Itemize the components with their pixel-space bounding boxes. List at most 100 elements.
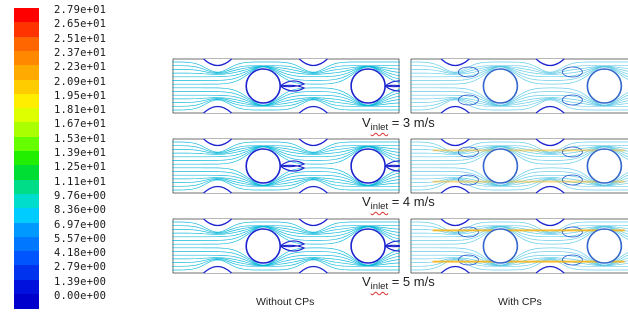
wall-vortex	[561, 226, 583, 238]
wall-bump	[440, 105, 470, 114]
wall-bump	[535, 58, 565, 67]
wake-vortex	[383, 80, 400, 88]
legend-label: 1.81e+01	[54, 104, 107, 117]
legend-label: 1.95e+01	[54, 89, 107, 102]
streamline	[410, 87, 628, 106]
caption-with-cps: With CPs	[498, 296, 542, 308]
streamline	[172, 87, 400, 106]
panel-without-cp-row2	[172, 138, 400, 194]
cylinder	[482, 68, 519, 104]
streamline	[172, 247, 400, 266]
wake-vortex	[278, 84, 306, 92]
streamline	[172, 254, 400, 266]
streamline	[410, 257, 628, 267]
legend-label: 2.79e+00	[54, 261, 107, 274]
cylinder	[586, 68, 623, 104]
legend-swatch	[14, 93, 39, 109]
legend-label: 1.53e+01	[54, 132, 107, 145]
streamline	[410, 226, 628, 238]
legend-swatch	[14, 65, 39, 80]
panel-with-cp-row2	[410, 138, 628, 194]
panel-with-cp-row1	[410, 58, 628, 114]
streamline	[172, 221, 400, 233]
streamline	[410, 66, 628, 78]
legend-swatch	[14, 179, 39, 195]
streamline	[172, 65, 400, 75]
wall-bump	[535, 138, 565, 147]
streamline	[172, 146, 400, 165]
streamline	[410, 225, 628, 235]
legend-swatch	[14, 294, 39, 309]
streamline	[410, 254, 628, 266]
streamline	[410, 177, 628, 186]
streamline	[410, 61, 628, 73]
streamline	[172, 66, 400, 85]
streamline	[410, 247, 628, 266]
legend-swatch	[14, 208, 39, 223]
streamline	[172, 178, 400, 187]
streamline	[410, 146, 628, 165]
streamline	[410, 225, 628, 234]
streamline	[172, 145, 400, 155]
legend-label: 6.97e+00	[54, 218, 107, 231]
wall-bump	[298, 185, 328, 194]
streamline	[410, 226, 628, 241]
streamline	[172, 225, 400, 234]
streamline	[172, 225, 400, 235]
streamline	[410, 141, 628, 153]
streamline	[172, 177, 400, 186]
legend-swatch	[14, 108, 39, 123]
streamline	[172, 146, 400, 155]
streamline	[172, 179, 400, 191]
cylinder	[586, 228, 623, 264]
cylinder	[586, 148, 623, 184]
wall-vortex	[561, 254, 583, 266]
streamline	[172, 66, 400, 75]
cylinder	[350, 228, 386, 264]
wake-vortex	[383, 244, 400, 252]
streamline	[172, 259, 400, 271]
wall-bump	[298, 138, 328, 147]
streamline	[172, 94, 400, 106]
wall-bump	[440, 138, 470, 147]
wall-vortex	[458, 174, 479, 186]
cylinder	[350, 68, 386, 104]
streamline	[172, 177, 400, 187]
panel-without-cp-row1	[172, 58, 400, 114]
streamline	[172, 97, 400, 106]
legend-label: 0.00e+00	[54, 290, 107, 302]
streamline	[172, 257, 400, 266]
wall-bump	[440, 58, 470, 67]
legend-label: 2.09e+01	[54, 75, 107, 88]
streamline	[410, 146, 628, 158]
legend-swatch	[14, 136, 39, 152]
wall-bump	[203, 105, 233, 114]
wake-vortex	[383, 84, 400, 92]
wall-bump	[440, 218, 470, 227]
wall-vortex	[458, 66, 479, 78]
wall-bump	[203, 265, 233, 274]
streamline	[410, 146, 628, 155]
cylinder	[245, 148, 281, 184]
velocity-label-row3: Vinlet = 5 m/s	[362, 274, 435, 292]
wall-vortex	[561, 66, 583, 78]
wake-vortex	[383, 240, 400, 248]
legend-label: 8.36e+00	[54, 204, 107, 217]
streamline	[410, 174, 628, 186]
legend-swatch	[14, 8, 39, 23]
legend-label: 1.39e+00	[54, 275, 107, 288]
wall-vortex	[458, 94, 479, 106]
legend-label: 4.18e+00	[54, 247, 107, 260]
cylinder	[482, 148, 519, 184]
legend-swatch	[14, 165, 39, 181]
streamline	[410, 65, 628, 74]
wall-bump	[535, 185, 565, 194]
legend-label: 5.57e+00	[54, 232, 107, 245]
wall-vortex	[458, 226, 479, 238]
wall-bump	[298, 58, 328, 67]
legend-label: 2.65e+01	[54, 18, 107, 31]
legend-swatch	[14, 122, 39, 138]
legend-swatch	[14, 222, 39, 238]
streamline	[172, 65, 400, 74]
streamline	[172, 258, 400, 267]
